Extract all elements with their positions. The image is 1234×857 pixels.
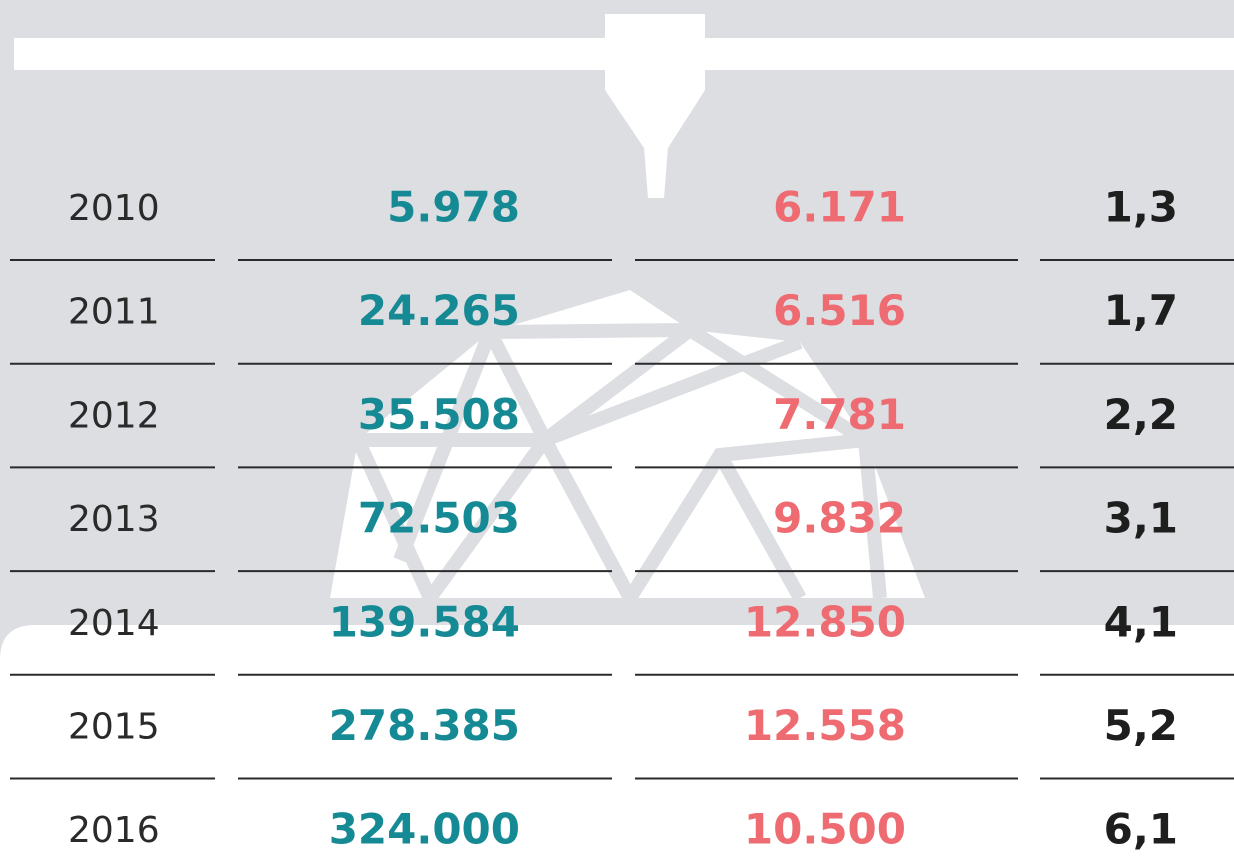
lower-panel <box>0 625 1234 857</box>
red-value-cell: 6.516 <box>773 286 906 335</box>
teal-value-cell: 139.584 <box>329 597 520 646</box>
red-value-cell: 10.500 <box>744 805 906 854</box>
ratio-cell: 4,1 <box>1104 597 1178 646</box>
teal-value-cell: 5.978 <box>387 183 520 232</box>
red-value-cell: 7.781 <box>773 390 906 439</box>
year-cell: 2010 <box>68 188 160 229</box>
ratio-cell: 5,2 <box>1104 701 1178 750</box>
year-cell: 2015 <box>68 707 160 748</box>
ratio-cell: 1,3 <box>1104 183 1178 232</box>
teal-value-cell: 24.265 <box>358 286 520 335</box>
ratio-cell: 1,7 <box>1104 286 1178 335</box>
year-cell: 2014 <box>68 603 160 644</box>
ratio-cell: 6,1 <box>1104 805 1178 854</box>
infographic: 2010 5.978 6.171 1,3 2011 24.265 6.516 1,7 2012 3… <box>0 0 1234 857</box>
year-cell: 2011 <box>68 292 160 333</box>
teal-value-cell: 324.000 <box>329 805 520 854</box>
year-cell: 2012 <box>68 395 160 436</box>
red-value-cell: 9.832 <box>773 494 906 543</box>
red-value-cell: 12.558 <box>744 701 906 750</box>
year-cell: 2013 <box>68 499 160 540</box>
red-value-cell: 6.171 <box>773 183 906 232</box>
teal-value-cell: 35.508 <box>358 390 520 439</box>
ratio-cell: 3,1 <box>1104 494 1178 543</box>
teal-value-cell: 72.503 <box>358 494 520 543</box>
year-cell: 2016 <box>68 810 160 851</box>
ratio-cell: 2,2 <box>1104 390 1178 439</box>
teal-value-cell: 278.385 <box>329 701 520 750</box>
red-value-cell: 12.850 <box>744 597 906 646</box>
